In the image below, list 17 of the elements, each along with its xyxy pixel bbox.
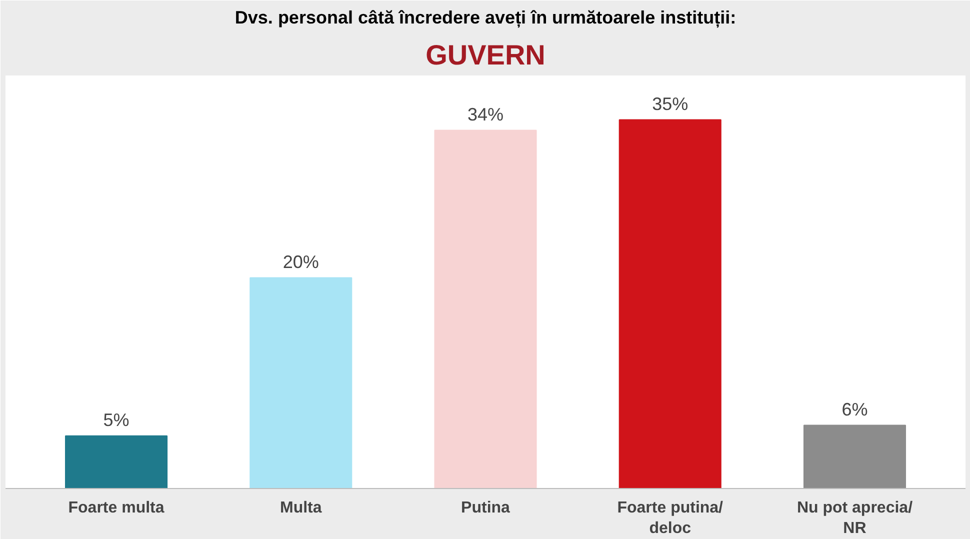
x-tick-label: Nu pot aprecia/ NR: [796, 500, 914, 537]
data-label: 34%: [467, 104, 504, 124]
bar: [250, 277, 352, 488]
x-tick-label: Foarte putina/ deloc: [617, 500, 724, 537]
bar: [618, 119, 722, 488]
data-label: 6%: [842, 399, 868, 420]
data-label: 20%: [282, 252, 319, 272]
data-label: 35%: [652, 94, 688, 114]
chart-subtitle: GUVERN: [426, 40, 546, 70]
chart-title: Dvs. personal câtă încredere aveți în următoarele instituții:: [234, 8, 736, 28]
bar: [803, 424, 906, 488]
x-tick-label: Multa: [280, 500, 322, 516]
bar: [65, 435, 168, 488]
data-label: 5%: [103, 410, 130, 430]
bar: [434, 130, 537, 488]
x-tick-label: Putina: [461, 500, 510, 516]
x-tick-label: Foarte multa: [68, 500, 164, 516]
